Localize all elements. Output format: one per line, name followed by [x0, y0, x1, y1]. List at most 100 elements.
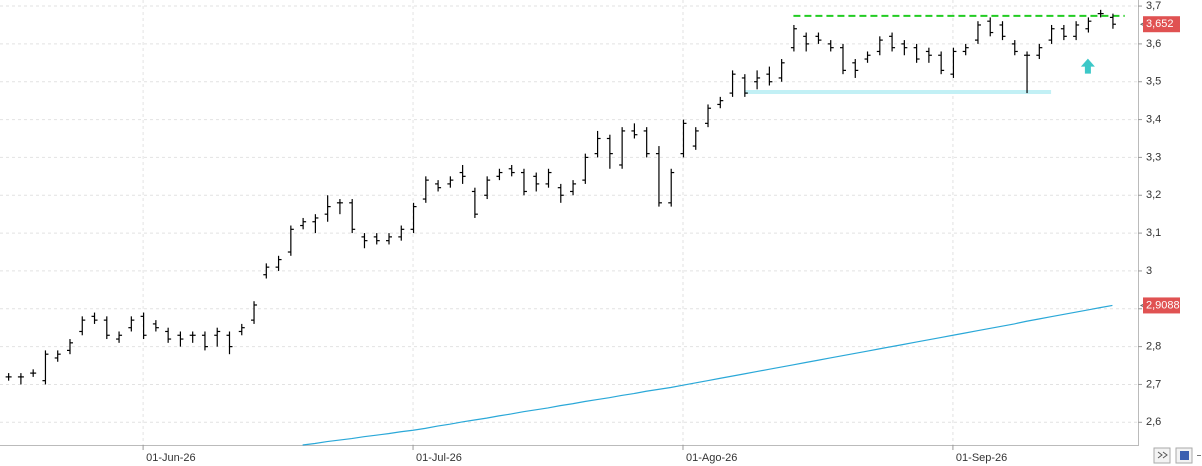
- ohlc-bar: [349, 199, 356, 234]
- ohlc-bar: [1011, 40, 1018, 56]
- ohlc-bar: [987, 17, 994, 37]
- ohlc-bar: [177, 331, 184, 347]
- ohlc-bar: [1024, 51, 1031, 94]
- ohlc-bar: [79, 316, 86, 336]
- ohlc-bar: [251, 301, 258, 324]
- ohlc-bar: [606, 134, 613, 169]
- ohlc-bar: [103, 316, 110, 340]
- ohlc-bar: [619, 127, 626, 169]
- ohlc-bar: [852, 59, 859, 78]
- ohlc-bar: [324, 195, 331, 222]
- ohlc-bar: [962, 43, 969, 56]
- ohlc-bar: [484, 176, 491, 200]
- ohlc-bar: [373, 233, 380, 245]
- ohlc-bar: [30, 369, 37, 377]
- ohlc-bar: [839, 43, 846, 75]
- ohlc-bar: [496, 168, 503, 181]
- price-tag-label: 2,9088: [1146, 299, 1180, 311]
- ohlc-bar: [692, 127, 699, 150]
- ohlc-bar: [508, 164, 515, 177]
- ohlc-bar: [668, 168, 675, 207]
- ohlc-bar: [803, 32, 810, 52]
- ohlc-bar: [790, 24, 797, 52]
- ohlc-bar: [287, 225, 294, 256]
- ohlc-bar: [435, 180, 442, 192]
- ohlc-bar: [189, 331, 196, 343]
- ohlc-bar: [594, 130, 601, 158]
- zoom-icon: [1157, 451, 1168, 459]
- ohlc-bar: [643, 127, 650, 158]
- ohlc-bar: [1036, 43, 1043, 60]
- ohlc-bar: [729, 70, 736, 97]
- ohlc-bar: [66, 339, 73, 355]
- ohlc-bar: [471, 187, 478, 218]
- ohlc-bar: [1085, 17, 1092, 33]
- ohlc-bar: [17, 373, 24, 385]
- y-tick-label: 3: [1146, 265, 1152, 277]
- y-tick-label: 2,6: [1146, 416, 1161, 428]
- ohlc-bar: [1109, 13, 1116, 29]
- ohlc-bar: [778, 59, 785, 82]
- up-arrow: [1080, 58, 1095, 74]
- ohlc-bar: [1060, 24, 1067, 41]
- ohlc-bar: [128, 316, 135, 332]
- x-tick-label: 01-Jun-26: [146, 452, 196, 464]
- x-tick-label: 01-Ago-26: [686, 452, 737, 464]
- ohlc-bar: [152, 320, 159, 332]
- ohlc-bar: [864, 51, 871, 63]
- ohlc-bar: [520, 168, 527, 196]
- ohlc-bar: [5, 373, 12, 381]
- price-tag: [1143, 16, 1180, 33]
- ohlc-bar: [238, 323, 245, 336]
- ohlc-bar: [336, 199, 343, 215]
- ohlc-bar: [201, 331, 208, 351]
- ohlc-bar: [827, 40, 834, 52]
- price-tag: [1143, 297, 1180, 314]
- ohlc-bar: [766, 66, 773, 86]
- ohlc-bar: [545, 168, 552, 188]
- ohlc-bar: [815, 32, 822, 44]
- ohlc-bar: [901, 40, 908, 56]
- ohlc-bar: [974, 21, 981, 44]
- save-icon: [1180, 451, 1189, 460]
- ohlc-bar: [705, 104, 712, 128]
- ohlc-bar: [655, 146, 662, 207]
- ohlc-bar: [717, 96, 724, 109]
- ohlc-bar: [422, 176, 429, 203]
- y-tick-label: 3,7: [1146, 0, 1161, 12]
- ohlc-bar: [999, 21, 1006, 41]
- ohlc-bar: [938, 51, 945, 75]
- ohlc-bar: [913, 43, 920, 63]
- ohlc-bar: [582, 153, 589, 184]
- y-tick-label: 2,8: [1146, 341, 1161, 353]
- ohlc-bar: [459, 164, 466, 184]
- ohlc-bar: [754, 70, 761, 90]
- y-tick-label: 3,2: [1146, 189, 1161, 201]
- y-tick-label: 3,3: [1146, 151, 1161, 163]
- ohlc-bar: [140, 312, 147, 340]
- y-tick-label: 3,5: [1146, 76, 1161, 88]
- ohlc-bar: [570, 180, 577, 196]
- ohlc-bar: [275, 255, 282, 271]
- ohlc-bar: [54, 350, 61, 362]
- ohlc-bar: [116, 331, 123, 343]
- ohlc-bar: [386, 233, 393, 245]
- ohlc-bar: [925, 47, 932, 63]
- ohlc-bar: [165, 327, 172, 343]
- price-tag-label: 3,652: [1146, 18, 1174, 30]
- ohlc-bar: [1073, 21, 1080, 41]
- ohlc-bar: [741, 74, 748, 97]
- ohlc-bar: [312, 214, 319, 234]
- ohlc-bar: [263, 263, 270, 279]
- ohlc-bar: [876, 36, 883, 56]
- y-tick-label: 3,1: [1146, 227, 1161, 239]
- toolbar: [1153, 447, 1201, 464]
- ohlc-bar: [1097, 9, 1104, 18]
- ohlc-bar: [447, 176, 454, 188]
- x-tick-label: 01-Sep-26: [956, 452, 1007, 464]
- y-tick-label: 3,4: [1146, 113, 1161, 125]
- y-tick-label: 2,7: [1146, 378, 1161, 390]
- x-tick-label: 01-Jul-26: [416, 452, 462, 464]
- moving-average-line: [302, 304, 1113, 446]
